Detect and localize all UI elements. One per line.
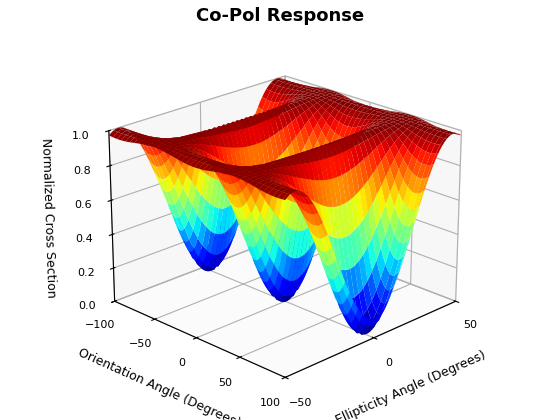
Y-axis label: Orientation Angle (Degrees): Orientation Angle (Degrees)	[76, 346, 242, 420]
X-axis label: Ellipticity Angle (Degrees): Ellipticity Angle (Degrees)	[334, 349, 488, 420]
Title: Co-Pol Response: Co-Pol Response	[196, 7, 364, 25]
